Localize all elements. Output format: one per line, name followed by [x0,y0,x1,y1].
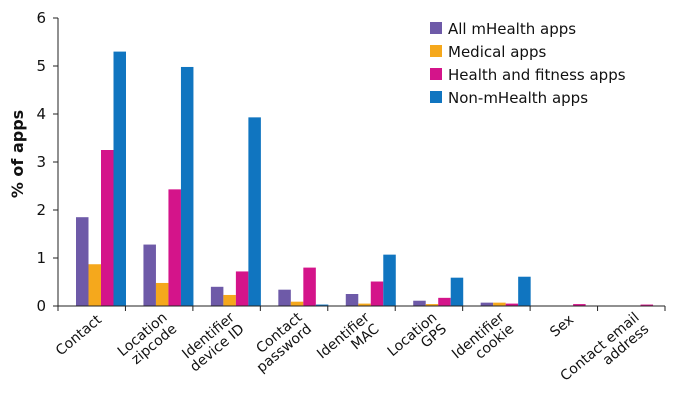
legend: All mHealth apps Medical apps Health and f… [430,20,626,107]
bar [573,304,586,306]
y-axis-label: % of apps [8,110,27,198]
bar [345,294,359,306]
bar [76,217,89,306]
bar [101,150,114,306]
bar [235,271,249,306]
bar [88,264,101,306]
bar [223,294,236,306]
legend-label: All mHealth apps [448,20,576,38]
legend-label: Health and fitness apps [448,66,626,84]
y-tick-label: 1 [36,249,46,267]
bar [493,302,506,306]
bar [303,267,316,306]
legend-swatch [430,22,442,34]
y-tick-label: 4 [36,105,46,123]
bar [505,303,519,306]
x-tick-label-line: Contact [53,312,105,360]
bar [248,117,261,306]
bar [640,304,654,306]
legend-swatch [430,91,442,103]
bar [113,51,126,306]
bar [278,289,291,306]
y-tick-label: 0 [36,297,46,315]
bar [358,303,371,306]
bar [480,302,494,306]
legend-label: Non-mHealth apps [448,89,588,107]
bar [143,244,156,306]
bar [180,66,194,307]
y-tick-label: 6 [36,9,46,27]
bar [425,304,439,306]
bar [155,282,169,306]
bar [450,277,464,306]
legend-swatch [430,45,442,57]
bar [210,286,224,306]
bar [168,189,181,306]
bar [315,304,329,306]
bars [76,51,654,307]
bar [413,300,426,306]
y-tick-label: 2 [36,201,46,219]
bar [518,276,531,306]
bar [370,281,384,306]
bar [438,297,451,306]
y-axis: 0 1 2 3 4 5 6 [36,9,59,315]
legend-swatch [430,68,442,80]
bar [383,254,396,306]
x-tick-label-line: Sex [547,312,577,341]
y-tick-label: 5 [36,57,46,75]
x-tick-label: Sex [547,312,577,341]
legend-label: Medical apps [448,43,546,61]
y-tick-label: 3 [36,153,46,171]
x-tick-label: Contact [53,312,105,360]
bar [290,301,304,306]
